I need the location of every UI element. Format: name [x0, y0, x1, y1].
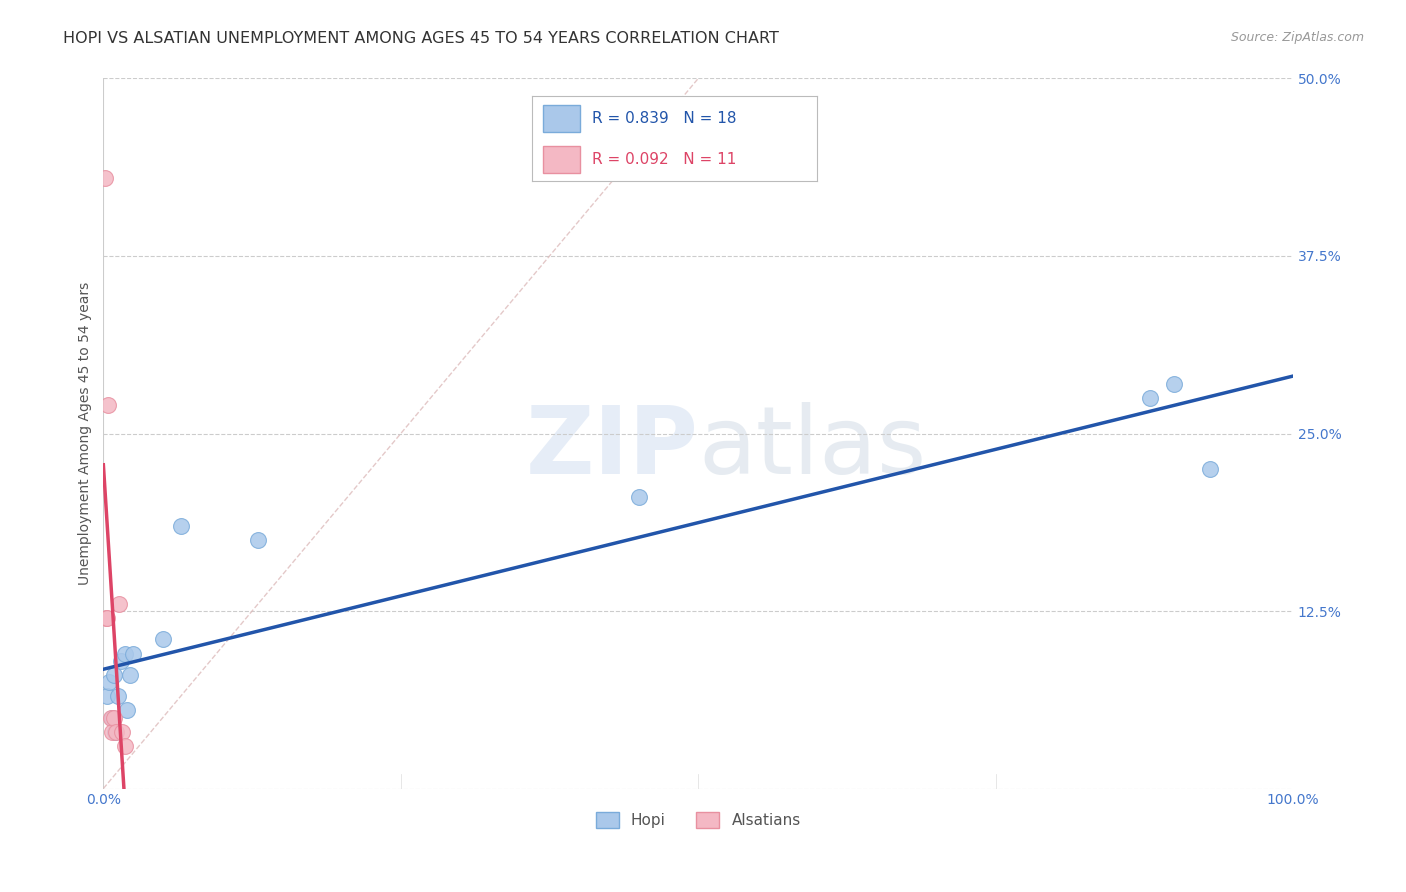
Point: [111, 724, 134, 739]
Point: [100, 710, 122, 724]
Point: [100, 724, 122, 739]
Point: [104, 724, 127, 739]
Point: [1198, 462, 1220, 476]
Point: [247, 533, 270, 547]
Point: [96, 611, 118, 625]
Legend: Hopi, Alsatians: Hopi, Alsatians: [589, 806, 807, 834]
Point: [1163, 376, 1185, 391]
Point: [110, 654, 132, 668]
Text: HOPI VS ALSATIAN UNEMPLOYMENT AMONG AGES 45 TO 54 YEARS CORRELATION CHART: HOPI VS ALSATIAN UNEMPLOYMENT AMONG AGES…: [63, 31, 779, 46]
Y-axis label: Unemployment Among Ages 45 to 54 years: Unemployment Among Ages 45 to 54 years: [79, 282, 93, 585]
Point: [94, 611, 117, 625]
Point: [1139, 391, 1161, 405]
Text: Source: ZipAtlas.com: Source: ZipAtlas.com: [1230, 31, 1364, 45]
Point: [100, 710, 122, 724]
Point: [170, 518, 193, 533]
Text: atlas: atlas: [699, 401, 927, 493]
Point: [107, 690, 129, 704]
Point: [122, 647, 145, 661]
Point: [96, 690, 118, 704]
Point: [93, 170, 115, 185]
Point: [105, 724, 128, 739]
Text: ZIP: ZIP: [526, 401, 699, 493]
Point: [103, 668, 125, 682]
Point: [627, 491, 650, 505]
Point: [114, 739, 136, 753]
Point: [97, 398, 120, 412]
Point: [118, 668, 141, 682]
Point: [115, 703, 138, 717]
Point: [114, 647, 136, 661]
Point: [98, 675, 121, 690]
Point: [108, 597, 131, 611]
Point: [152, 632, 174, 647]
Point: [103, 710, 125, 724]
